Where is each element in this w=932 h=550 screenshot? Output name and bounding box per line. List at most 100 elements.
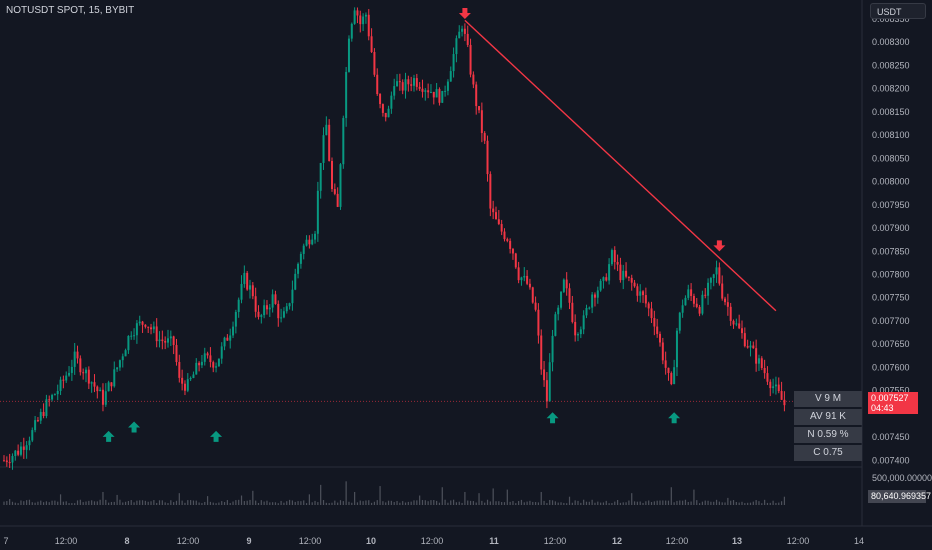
candle-body — [135, 323, 138, 336]
candle-body — [359, 15, 362, 25]
x-tick-label: 10 — [366, 536, 376, 546]
candle-body — [772, 386, 775, 389]
candle-body — [726, 302, 729, 307]
volume-bar — [303, 500, 305, 505]
volume-bar — [175, 500, 178, 505]
candle-body — [5, 460, 8, 463]
volume-bar — [93, 501, 96, 505]
volume-bar — [331, 502, 333, 505]
candle-body — [121, 356, 124, 361]
arrow-down-icon — [713, 240, 726, 252]
volume-bar — [424, 500, 426, 505]
volume-bar — [738, 502, 740, 505]
volume-bar — [523, 502, 525, 505]
volume-bar — [537, 502, 540, 505]
candle-body — [413, 78, 415, 86]
candle-body — [265, 305, 268, 310]
volume-bar — [23, 501, 25, 505]
volume-bar — [636, 501, 638, 505]
volume-bar — [190, 500, 192, 505]
candle-body — [709, 277, 712, 283]
volume-bar — [416, 500, 418, 505]
volume-bar — [139, 500, 141, 505]
candle-body — [675, 330, 678, 368]
volume-bar — [560, 502, 562, 505]
candle-body — [362, 16, 365, 25]
volume-bar — [475, 502, 477, 505]
volume-bar — [441, 487, 443, 505]
x-tick-label: 12:00 — [666, 536, 689, 546]
volume-bar — [334, 500, 336, 505]
volume-bar — [427, 501, 429, 505]
volume-bar — [583, 499, 585, 505]
candle-body — [280, 317, 283, 319]
candle-body — [571, 302, 574, 322]
volume-bar — [413, 500, 415, 505]
candle-body — [568, 288, 571, 303]
candle-body — [523, 275, 526, 278]
candle-body — [226, 337, 229, 341]
volume-bar — [229, 503, 231, 505]
candle-body — [596, 290, 599, 298]
candle-body — [3, 460, 5, 462]
candle-body — [721, 283, 724, 299]
volume-bar — [238, 499, 240, 505]
candle-body — [763, 367, 766, 374]
volume-bar — [656, 500, 658, 505]
volume-bar — [452, 499, 455, 505]
candle-body — [659, 333, 661, 343]
volume-bar — [215, 503, 217, 505]
candle-body — [319, 162, 322, 191]
volume-bar — [727, 497, 729, 505]
x-tick-label: 8 — [124, 536, 129, 546]
volume-bar — [704, 500, 706, 505]
candle-body — [435, 89, 438, 98]
volume-bar — [718, 501, 720, 505]
volume-bar — [164, 502, 166, 505]
volume-bar — [370, 502, 373, 505]
volume-bar — [783, 496, 786, 505]
candle-body — [229, 335, 232, 341]
volume-bar — [393, 502, 395, 505]
candle-body — [232, 326, 235, 336]
volume-bar — [546, 503, 548, 505]
volume-bar — [51, 500, 53, 505]
y-tick-label: 0.007750 — [872, 293, 910, 303]
candle-body — [181, 377, 184, 384]
candle-body — [8, 462, 11, 464]
candle-body — [223, 337, 226, 347]
candle-body — [616, 261, 619, 265]
volume-bar — [325, 502, 327, 505]
candle-body — [760, 358, 763, 368]
candle-body — [178, 362, 181, 378]
candle-body — [288, 303, 291, 307]
candle-body — [452, 54, 455, 72]
candle-body — [85, 369, 87, 374]
volume-bar — [133, 502, 135, 505]
candle-body — [164, 341, 167, 343]
candle-body — [712, 274, 715, 278]
volume-bar — [747, 502, 749, 505]
candle-body — [520, 277, 523, 281]
candle-body — [249, 285, 251, 290]
candle-body — [608, 264, 611, 281]
volume-bar — [543, 500, 545, 505]
currency-button[interactable]: USDT — [870, 3, 926, 19]
volume-bar — [235, 500, 237, 505]
candle-body — [610, 250, 613, 265]
volume-bar — [568, 496, 571, 505]
candle-body — [404, 79, 407, 91]
candle-body — [220, 346, 223, 359]
volume-bar — [68, 503, 70, 505]
volume-bar — [509, 501, 511, 505]
candle-body — [664, 360, 667, 368]
candle-body — [31, 430, 34, 441]
candle-body — [311, 239, 314, 245]
candle-body — [444, 90, 447, 92]
volume-bar — [444, 499, 446, 505]
candle-body — [461, 28, 464, 32]
candle-body — [107, 382, 110, 392]
candle-body — [466, 33, 469, 45]
volume-bar — [780, 501, 783, 505]
